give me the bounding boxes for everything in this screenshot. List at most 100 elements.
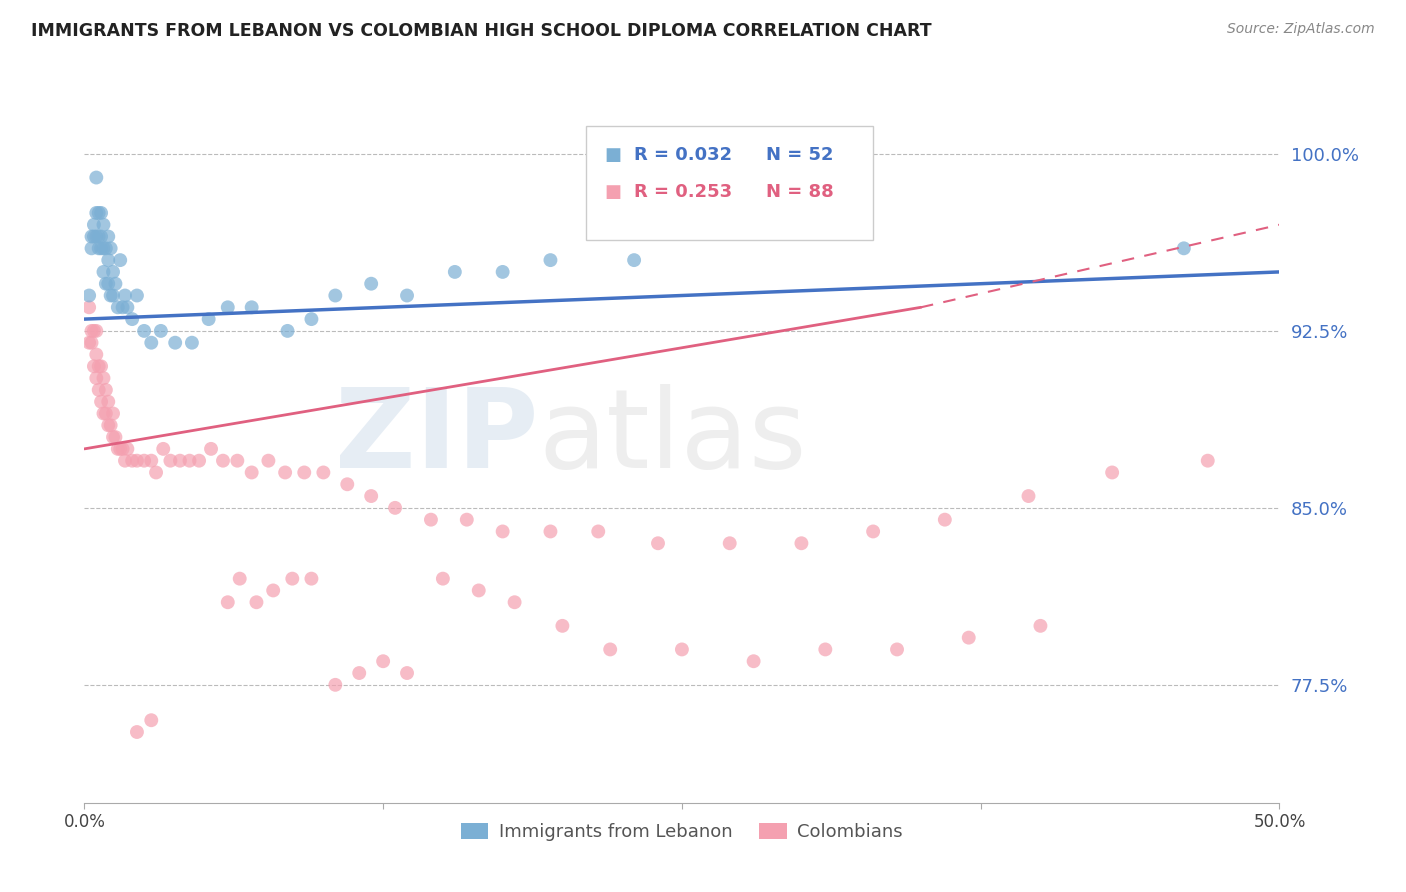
- Point: [257, 453, 280, 467]
- Point: [1029, 619, 1052, 633]
- Point: [790, 536, 813, 550]
- Point: [83, 359, 105, 374]
- Point: [432, 572, 454, 586]
- Point: [152, 442, 174, 456]
- Point: [90, 241, 112, 255]
- Point: [101, 265, 124, 279]
- Point: [97, 229, 120, 244]
- Point: [671, 642, 693, 657]
- Text: IMMIGRANTS FROM LEBANON VS COLOMBIAN HIGH SCHOOL DIPLOMA CORRELATION CHART: IMMIGRANTS FROM LEBANON VS COLOMBIAN HIG…: [31, 22, 932, 40]
- Point: [492, 265, 515, 279]
- Point: [117, 442, 139, 456]
- Point: [125, 453, 148, 467]
- Point: [80, 324, 103, 338]
- Point: [86, 229, 108, 244]
- Point: [292, 466, 315, 480]
- Point: [647, 536, 669, 550]
- Point: [934, 513, 956, 527]
- Point: [87, 206, 110, 220]
- Point: [93, 371, 115, 385]
- Point: [97, 253, 120, 268]
- Point: [862, 524, 884, 539]
- Point: [718, 536, 741, 550]
- Point: [141, 713, 163, 727]
- Point: [94, 407, 117, 421]
- Point: [396, 288, 419, 302]
- Point: [1173, 241, 1195, 255]
- Point: [814, 642, 837, 657]
- Point: [121, 312, 143, 326]
- Point: [540, 524, 562, 539]
- Point: [86, 347, 108, 361]
- Point: [492, 524, 515, 539]
- Point: [1101, 466, 1123, 480]
- Point: [90, 206, 112, 220]
- Point: [83, 218, 105, 232]
- Point: [599, 642, 621, 657]
- Point: [80, 229, 103, 244]
- Point: [117, 301, 139, 315]
- Point: [468, 583, 491, 598]
- Point: [77, 335, 100, 350]
- Point: [114, 288, 136, 302]
- Point: [200, 442, 222, 456]
- Point: [1292, 430, 1315, 444]
- Point: [104, 430, 127, 444]
- Point: [97, 277, 120, 291]
- Point: [141, 335, 163, 350]
- Point: [188, 453, 211, 467]
- Point: [373, 654, 395, 668]
- Point: [94, 241, 117, 255]
- Legend: Immigrants from Lebanon, Colombians: Immigrants from Lebanon, Colombians: [454, 816, 910, 848]
- Point: [110, 442, 132, 456]
- Point: [87, 383, 110, 397]
- Point: [100, 241, 122, 255]
- Point: [384, 500, 406, 515]
- Point: [420, 513, 443, 527]
- Point: [107, 442, 129, 456]
- Point: [93, 407, 115, 421]
- Point: [97, 418, 120, 433]
- Point: [301, 312, 323, 326]
- Text: ZIP: ZIP: [335, 384, 538, 491]
- Point: [93, 218, 115, 232]
- Point: [325, 288, 347, 302]
- Point: [93, 265, 115, 279]
- Point: [623, 253, 645, 268]
- Point: [226, 453, 249, 467]
- Point: [588, 524, 610, 539]
- Point: [540, 253, 562, 268]
- Text: atlas: atlas: [538, 384, 807, 491]
- Point: [274, 466, 297, 480]
- Point: [132, 453, 156, 467]
- Point: [503, 595, 526, 609]
- Point: [145, 466, 167, 480]
- Point: [240, 466, 263, 480]
- FancyBboxPatch shape: [586, 126, 873, 240]
- Point: [1018, 489, 1040, 503]
- Point: [90, 359, 112, 374]
- Point: [111, 301, 134, 315]
- Point: [197, 312, 219, 326]
- Point: [77, 301, 100, 315]
- Point: [281, 572, 304, 586]
- Point: [1388, 407, 1406, 421]
- Point: [87, 359, 110, 374]
- Point: [110, 253, 132, 268]
- Point: [301, 572, 323, 586]
- Point: [132, 324, 156, 338]
- Point: [83, 324, 105, 338]
- Text: N = 52: N = 52: [766, 146, 834, 164]
- Point: [100, 288, 122, 302]
- Point: [101, 288, 124, 302]
- Point: [83, 229, 105, 244]
- Point: [212, 453, 235, 467]
- Point: [93, 241, 115, 255]
- Point: [80, 335, 103, 350]
- Text: Source: ZipAtlas.com: Source: ZipAtlas.com: [1227, 22, 1375, 37]
- Point: [101, 407, 124, 421]
- Point: [277, 324, 299, 338]
- Point: [444, 265, 467, 279]
- Point: [456, 513, 478, 527]
- Point: [396, 666, 419, 681]
